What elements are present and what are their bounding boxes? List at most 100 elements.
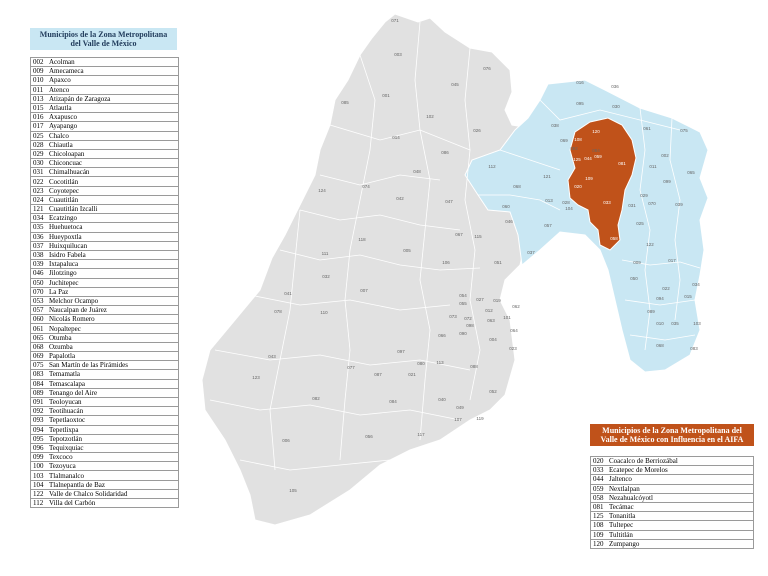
municipality-name: Melchor Ocampo: [47, 295, 179, 307]
municipality-map-label: 013: [545, 198, 553, 203]
municipality-code: 020: [590, 455, 607, 467]
municipality-map-label: 056: [365, 434, 373, 439]
municipality-name: Huehuetoca: [47, 222, 179, 233]
municipality-map-label: 068: [513, 184, 521, 189]
municipality-map-label: 059: [594, 154, 602, 159]
municipality-code: 061: [30, 323, 47, 334]
municipality-code: 069: [30, 350, 47, 362]
table-row: 075 San Martín de las Pirámides: [30, 360, 179, 371]
municipality-name: Zumpango: [607, 538, 754, 549]
municipality-code: 023: [30, 185, 47, 196]
municipality-map-label: 071: [391, 18, 399, 23]
municipality-map-label: 069: [560, 138, 568, 143]
municipality-name: Atenco: [47, 84, 179, 95]
municipality-name: Chicoloapan: [47, 148, 179, 160]
municipality-map-label: 113: [436, 360, 444, 365]
table-row: 025 Chalco: [30, 130, 179, 141]
zmvm-municipality-table: 002 Acolman 009 Amecameca 010 Apaxco 011 Atenco…: [30, 56, 179, 509]
table-row: 091 Teoloyucan: [30, 396, 179, 408]
table-row: 089 Tenango del Aire: [30, 387, 179, 398]
municipality-map-label: 034: [692, 282, 700, 287]
municipality-name: Tlalmanalco: [47, 470, 179, 481]
table-row: 094 Tepetlixpa: [30, 424, 179, 435]
municipality-map-label: 003: [394, 52, 402, 57]
municipality-code: 068: [30, 341, 47, 353]
table-row: 121 Cuautitlán Izcalli: [30, 203, 179, 215]
municipality-code: 095: [30, 433, 47, 444]
municipality-map-label: 074: [362, 184, 370, 189]
municipality-map-label: 035: [671, 321, 679, 326]
municipality-map-label: 104: [565, 206, 573, 211]
municipality-code: 057: [30, 305, 47, 316]
municipality-name: Chalco: [47, 130, 179, 141]
table-row: 058 Nezahualcóyotl: [590, 492, 754, 503]
municipality-map-label: 077: [347, 365, 355, 370]
grey-municipality-labels: 071 003 076 001 045 085 102 014 026 086 074 124 048 0…: [252, 18, 520, 493]
municipality-code: 037: [30, 240, 47, 251]
municipality-map-label: 101: [503, 315, 511, 320]
municipality-map-label: 089: [647, 309, 655, 314]
table-row: 109 Tultitlán: [590, 529, 754, 540]
municipality-map-label: 061: [643, 126, 651, 131]
municipality-map-label: 102: [426, 114, 434, 119]
municipality-map-label: 067: [455, 232, 463, 237]
table-row: 039 Ixtapaluca: [30, 259, 179, 270]
municipality-name: Coyotepec: [47, 185, 179, 196]
municipality-map-label: 092: [570, 146, 578, 151]
municipality-code: 108: [590, 520, 607, 531]
table-row: 035 Huehuetoca: [30, 222, 179, 233]
municipality-code: 103: [30, 470, 47, 481]
municipality-name: Otumba: [47, 332, 179, 343]
municipality-map-label: 085: [341, 100, 349, 105]
municipality-code: 125: [590, 511, 607, 522]
municipality-name: Ozumba: [47, 341, 179, 353]
municipality-map-label: 006: [282, 438, 290, 443]
table-row: 002 Acolman: [30, 56, 179, 68]
municipality-map-label: 021: [408, 372, 416, 377]
municipality-map-label: 095: [576, 101, 584, 106]
table-row: 037 Huixquilucan: [30, 240, 179, 251]
municipality-map-label: 060: [502, 204, 510, 209]
table-row: 112 Villa del Carbón: [30, 497, 179, 509]
municipality-name: Nezahualcóyotl: [607, 492, 754, 503]
municipality-code: 016: [30, 112, 47, 123]
municipality-map-label: 033: [603, 200, 611, 205]
municipality-map-label: 125: [573, 157, 581, 162]
municipality-map-label: 001: [382, 93, 390, 98]
municipality-map-label: 011: [649, 164, 657, 169]
municipality-map-label: 107: [454, 417, 462, 422]
municipality-name: Ecatepec de Morelos: [607, 465, 754, 476]
municipality-map-label: 009: [633, 260, 641, 265]
table-row: 103 Tlalmanalco: [30, 470, 179, 481]
municipality-map-label: 025: [636, 221, 644, 226]
municipality-map-label: 094: [656, 296, 664, 301]
municipality-map-label: 075: [680, 128, 688, 133]
municipality-code: 083: [30, 369, 47, 380]
table-row: 029 Chicoloapan: [30, 148, 179, 160]
municipality-map-label: 015: [684, 294, 692, 299]
municipality-name: Amecameca: [47, 66, 179, 77]
municipality-code: 065: [30, 332, 47, 343]
municipality-code: 093: [30, 415, 47, 426]
municipality-map-label: 049: [456, 405, 464, 410]
municipality-map-label: 007: [360, 288, 368, 293]
municipality-map-label: 066: [438, 333, 446, 338]
municipality-map-label: 057: [544, 223, 552, 228]
municipality-map-label: 084: [592, 148, 600, 153]
municipality-map-label: 073: [449, 314, 457, 319]
municipality-map-label: 082: [312, 396, 320, 401]
municipality-code: 091: [30, 396, 47, 408]
right-title-line2: Valle de México con Influencia en el AIF…: [600, 435, 744, 444]
state-region-grey: [201, 13, 549, 526]
table-row: 022 Cocotitlán: [30, 176, 179, 187]
table-row: 053 Melchor Ocampo: [30, 295, 179, 307]
municipality-code: 070: [30, 286, 47, 297]
municipality-name: Atizapán de Zaragoza: [47, 93, 179, 104]
municipality-map-label: 084: [389, 399, 397, 404]
municipality-map-label: 052: [489, 389, 497, 394]
municipality-code: 100: [30, 461, 47, 472]
table-row: 065 Otumba: [30, 332, 179, 343]
municipality-map-label: 098: [466, 323, 474, 328]
municipality-map-label: 109: [585, 176, 593, 181]
